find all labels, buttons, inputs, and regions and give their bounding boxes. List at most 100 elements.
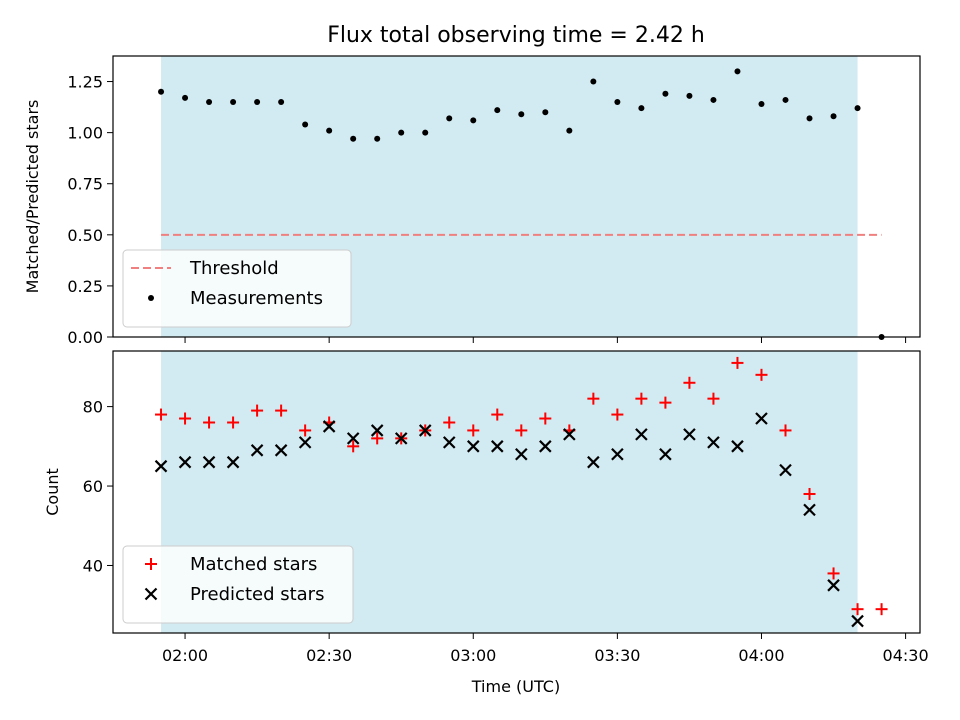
data-point — [734, 68, 741, 75]
marker-stroke — [418, 424, 432, 437]
data-point — [466, 440, 480, 453]
data-point — [611, 447, 624, 461]
marker-stroke — [635, 428, 648, 441]
data-point — [370, 424, 384, 437]
data-point — [470, 117, 477, 124]
y-tick-label: 0.75 — [67, 175, 103, 194]
data-point — [446, 115, 453, 122]
data-point — [875, 603, 888, 616]
data-point — [635, 428, 648, 441]
data-point — [683, 428, 696, 441]
data-point — [779, 463, 792, 477]
data-point — [155, 408, 168, 421]
data-point — [539, 440, 552, 453]
marker-stroke — [539, 440, 552, 453]
data-point — [683, 376, 696, 389]
legend-box — [122, 545, 354, 624]
data-point — [755, 412, 768, 425]
data-point — [206, 98, 213, 105]
data-point — [662, 90, 669, 97]
marker-stroke — [851, 614, 864, 628]
data-point — [614, 98, 621, 105]
marker-stroke — [755, 412, 768, 425]
y-tick-label: 0.00 — [67, 328, 103, 347]
marker-stroke — [394, 432, 408, 445]
legend-marker — [144, 587, 158, 601]
data-point — [491, 440, 504, 453]
data-point — [227, 416, 240, 429]
data-point — [443, 416, 456, 429]
series-predicted-stars — [154, 412, 864, 628]
marker-stroke — [803, 503, 816, 517]
data-point — [590, 78, 597, 85]
marker-stroke — [683, 428, 696, 441]
y-tick-label: 1.00 — [67, 124, 103, 143]
data-point — [371, 432, 384, 445]
x-tick-label: 04:00 — [738, 646, 784, 665]
data-point — [851, 603, 864, 616]
data-point — [659, 396, 672, 409]
data-point — [467, 424, 480, 437]
marker-stroke — [563, 428, 576, 441]
legend-label: Predicted stars — [190, 584, 324, 605]
data-point — [779, 424, 792, 437]
legend-marker — [148, 295, 154, 301]
data-point — [731, 440, 744, 453]
y-tick-label: 80 — [83, 398, 103, 417]
data-point — [182, 94, 189, 101]
data-point — [202, 455, 216, 469]
data-point — [566, 127, 573, 134]
data-point — [422, 129, 429, 136]
x-tick-label: 02:00 — [162, 646, 208, 665]
y-tick-label: 0.25 — [67, 277, 103, 296]
data-point — [758, 101, 765, 108]
data-point — [827, 579, 840, 592]
legend-label: Measurements — [190, 288, 323, 309]
series-measurements — [158, 68, 885, 340]
y-axis-title: Matched/Predicted stars — [23, 100, 42, 294]
data-point — [731, 356, 744, 369]
data-point — [851, 614, 864, 628]
marker-stroke — [515, 447, 528, 461]
data-point — [230, 98, 237, 105]
marker-stroke — [322, 420, 336, 433]
data-point — [275, 404, 288, 417]
data-point — [179, 412, 192, 425]
data-point — [254, 98, 261, 105]
x-axis-title: Time (UTC) — [471, 677, 560, 696]
marker-stroke — [274, 444, 288, 457]
data-point — [515, 447, 528, 461]
data-point — [226, 455, 240, 469]
data-point — [494, 107, 501, 114]
y-tick-label: 1.25 — [67, 73, 103, 92]
data-point — [154, 459, 168, 473]
data-point — [803, 503, 816, 517]
marker-stroke — [442, 436, 456, 449]
data-point — [611, 408, 624, 421]
plot-frame — [112, 55, 921, 338]
data-point — [274, 444, 288, 457]
data-point — [827, 567, 840, 580]
data-point — [298, 436, 312, 449]
data-point — [278, 98, 285, 105]
data-point — [854, 105, 861, 112]
marker-stroke — [250, 444, 264, 457]
marker-stroke — [707, 436, 720, 449]
marker-stroke — [202, 455, 216, 469]
data-point — [442, 436, 456, 449]
y-tick-label: 60 — [83, 477, 103, 496]
data-point — [302, 121, 309, 128]
data-point — [250, 444, 264, 457]
legend: Threshold Measurements — [122, 249, 352, 328]
y-tick-label: 0.50 — [67, 226, 103, 245]
x-tick-label: 02:30 — [306, 646, 352, 665]
marker-stroke — [346, 432, 360, 445]
marker-stroke — [491, 440, 504, 453]
x-tick-label: 03:00 — [450, 646, 496, 665]
legend-box — [122, 249, 352, 328]
plot-frame — [112, 350, 921, 634]
data-point — [587, 455, 600, 469]
marker-stroke — [731, 440, 744, 453]
data-point — [347, 440, 360, 453]
marker-stroke — [178, 455, 192, 469]
